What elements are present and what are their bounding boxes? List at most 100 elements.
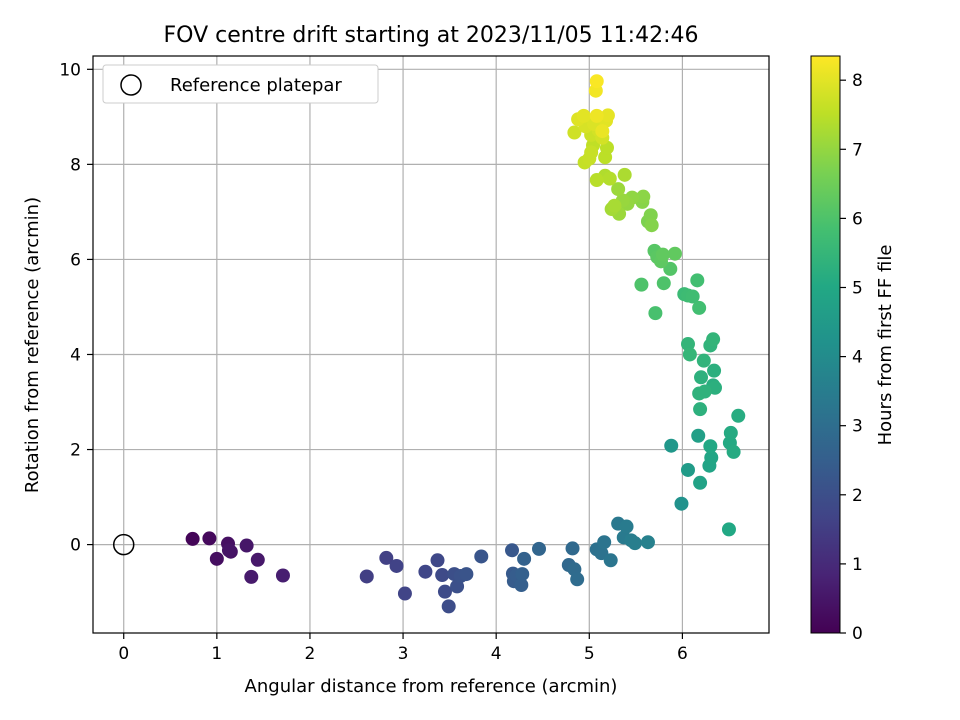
data-point (250, 552, 265, 567)
data-point (692, 300, 707, 315)
data-point (459, 567, 474, 582)
data-point (707, 363, 722, 378)
data-point (691, 428, 706, 443)
data-point (655, 247, 670, 262)
chart-title: FOV centre drift starting at 2023/11/05 … (164, 23, 699, 48)
x-tick-label: 1 (211, 644, 222, 664)
data-point (617, 167, 632, 182)
y-axis-label: Rotation from reference (arcmin) (22, 197, 43, 493)
x-axis-label: Angular distance from reference (arcmin) (245, 676, 618, 697)
data-point (704, 450, 719, 465)
data-point (602, 171, 617, 186)
data-point (696, 353, 711, 368)
colorbar-tick-label: 3 (852, 417, 863, 437)
data-point (532, 541, 547, 556)
x-tick-label: 4 (491, 644, 502, 664)
colorbar-tick-label: 7 (852, 140, 863, 160)
legend-entry-reference: Reference platepar (170, 75, 342, 96)
x-axis-ticks: 0 1 2 3 4 5 6 (118, 633, 688, 664)
data-point (703, 439, 718, 454)
data-point (514, 577, 529, 592)
data-point (721, 522, 736, 537)
colorbar-tick-label: 5 (852, 278, 863, 298)
legend: Reference platepar (102, 64, 379, 104)
y-tick-label: 2 (70, 441, 81, 461)
data-point (693, 475, 708, 490)
data-point (603, 553, 618, 568)
colorbar-tick-label: 8 (852, 71, 863, 91)
data-point (693, 402, 708, 417)
data-point (379, 550, 394, 565)
data-point (685, 289, 700, 304)
plot-frame (92, 55, 770, 634)
data-point (694, 370, 709, 385)
x-tick-label: 0 (118, 644, 129, 664)
data-point (418, 564, 433, 579)
data-point (244, 569, 259, 584)
data-point (359, 569, 374, 584)
data-point (275, 568, 290, 583)
data-point (640, 535, 655, 550)
data-point (567, 125, 582, 140)
data-point (397, 586, 412, 601)
data-point (221, 543, 236, 558)
data-point (589, 108, 604, 123)
data-point (505, 543, 520, 558)
data-point (667, 246, 682, 261)
data-point (682, 347, 697, 362)
data-point (723, 425, 738, 440)
data-point (697, 384, 712, 399)
y-tick-label: 8 (70, 155, 81, 175)
data-point (726, 444, 741, 459)
data-point (441, 599, 456, 614)
x-tick-label: 3 (398, 644, 409, 664)
data-point (636, 189, 651, 204)
data-point (663, 261, 678, 276)
colorbar-tick-label: 2 (852, 486, 863, 506)
colorbar-tick-label: 0 (852, 624, 863, 644)
data-point (600, 108, 615, 123)
data-point (680, 462, 695, 477)
data-point (435, 568, 450, 583)
data-point (656, 276, 671, 291)
data-point (664, 438, 679, 453)
data-point (627, 536, 642, 551)
x-tick-label: 6 (677, 644, 688, 664)
data-point (474, 549, 489, 564)
data-point (619, 519, 634, 534)
data-point (597, 535, 612, 550)
data-point (634, 277, 649, 292)
y-tick-label: 4 (70, 345, 81, 365)
data-point (570, 572, 585, 587)
colorbar-tick-label: 6 (852, 209, 863, 229)
data-point (690, 273, 705, 288)
data-point (611, 182, 626, 197)
data-point (437, 584, 452, 599)
colorbar-tick-label: 1 (852, 555, 863, 575)
colorbar-tick-label: 4 (852, 348, 863, 368)
colorbar: 0 1 2 3 4 5 6 7 8 Hours from first FF file (810, 55, 896, 644)
y-tick-label: 10 (59, 60, 81, 80)
data-points (185, 74, 746, 614)
data-point (731, 408, 746, 423)
data-point (607, 198, 622, 213)
grid (93, 56, 769, 633)
data-point (706, 332, 721, 347)
colorbar-gradient (810, 55, 841, 634)
data-point (648, 306, 663, 321)
y-tick-label: 0 (70, 536, 81, 556)
x-tick-label: 5 (584, 644, 595, 664)
colorbar-ticks: 0 1 2 3 4 5 6 7 8 (840, 71, 863, 644)
data-point (674, 496, 689, 511)
data-point (430, 553, 445, 568)
y-tick-label: 6 (70, 250, 81, 270)
x-tick-label: 2 (305, 644, 316, 664)
reference-platepar-marker (112, 533, 135, 556)
data-point (202, 531, 217, 546)
data-point (389, 558, 404, 573)
data-point (209, 551, 224, 566)
data-point (576, 108, 591, 123)
colorbar-label: Hours from first FF file (875, 245, 896, 446)
data-point (644, 218, 659, 233)
